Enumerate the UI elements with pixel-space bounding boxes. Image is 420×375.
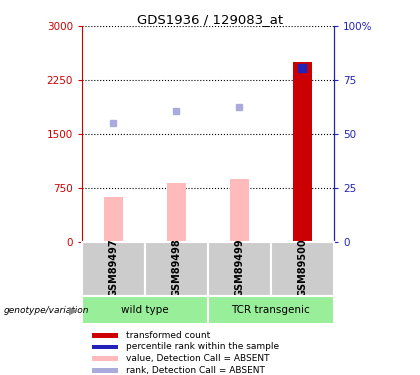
Bar: [92, 356, 118, 361]
Text: genotype/variation: genotype/variation: [4, 306, 90, 315]
Bar: [92, 345, 118, 349]
Text: wild type: wild type: [121, 305, 169, 315]
Bar: [92, 368, 118, 373]
Text: GSM89498: GSM89498: [171, 238, 181, 297]
Bar: [82, 296, 208, 324]
Bar: [208, 242, 271, 296]
Text: value, Detection Call = ABSENT: value, Detection Call = ABSENT: [126, 354, 270, 363]
Bar: [208, 296, 334, 324]
Text: GSM89500: GSM89500: [297, 238, 307, 297]
Bar: [293, 62, 312, 242]
Bar: [104, 197, 123, 242]
Bar: [167, 183, 186, 242]
Text: GSM89497: GSM89497: [108, 238, 118, 297]
Text: percentile rank within the sample: percentile rank within the sample: [126, 342, 279, 351]
Text: GDS1936 / 129083_at: GDS1936 / 129083_at: [137, 13, 283, 26]
Text: ▶: ▶: [69, 305, 78, 315]
Text: transformed count: transformed count: [126, 331, 210, 340]
Text: TCR transgenic: TCR transgenic: [231, 305, 310, 315]
Bar: [92, 333, 118, 338]
Bar: [82, 242, 145, 296]
Text: rank, Detection Call = ABSENT: rank, Detection Call = ABSENT: [126, 366, 265, 375]
Bar: [230, 179, 249, 242]
Bar: [271, 242, 334, 296]
Bar: [145, 242, 208, 296]
Text: GSM89499: GSM89499: [234, 238, 244, 297]
